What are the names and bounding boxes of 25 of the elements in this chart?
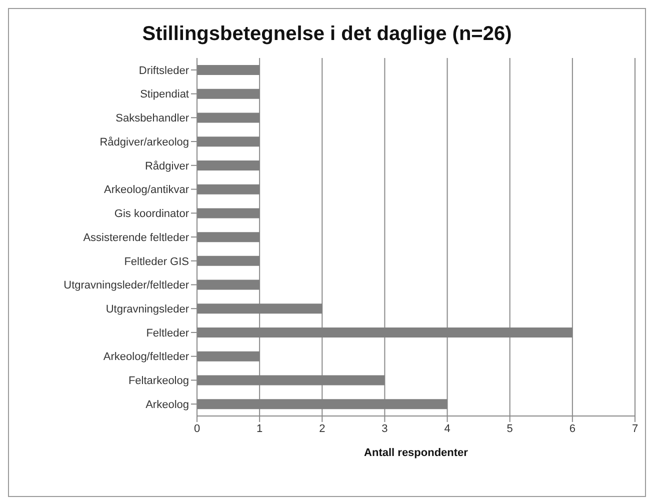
y-tick-label: Gis koordinator	[114, 208, 190, 220]
y-tick-label: Feltleder GIS	[124, 256, 189, 268]
x-tick-label: 6	[569, 422, 576, 435]
y-tick-label: Arkeolog/antikvar	[104, 184, 190, 196]
x-tick-label: 4	[444, 422, 450, 435]
y-tick-label: Arkeolog/feltleder	[103, 351, 190, 364]
x-axis-title: Antall respondenter	[364, 447, 469, 459]
x-tick-label: 3	[382, 422, 388, 435]
chart-title: Stillingsbetegnelse i det daglige (n=26)	[141, 23, 513, 46]
y-tick-label: Driftsleder	[138, 64, 190, 77]
x-tick-label: 7	[632, 422, 638, 435]
y-tick-label: Assisterende feltleder	[83, 232, 190, 244]
y-tick-label: Rådgiver/arkeolog	[100, 136, 189, 148]
x-tick-label: 2	[319, 422, 326, 435]
y-tick-label: Arkeolog	[146, 398, 189, 411]
x-tick-label: 0	[194, 422, 200, 435]
y-tick-label: Feltleder	[146, 327, 190, 340]
y-tick-label: Rådgiver	[144, 160, 190, 172]
y-tick-label: Saksbehandler	[116, 112, 190, 125]
y-tick-label: Feltarkeolog	[128, 375, 189, 388]
x-tick-label: 1	[256, 422, 263, 435]
y-tick-label: Utgravningsleder/feltleder	[64, 280, 190, 292]
x-tick-label: 5	[506, 422, 513, 435]
y-tick-label: Stipendiat	[140, 88, 189, 101]
y-tick-label: Utgravningsleder	[106, 304, 190, 316]
